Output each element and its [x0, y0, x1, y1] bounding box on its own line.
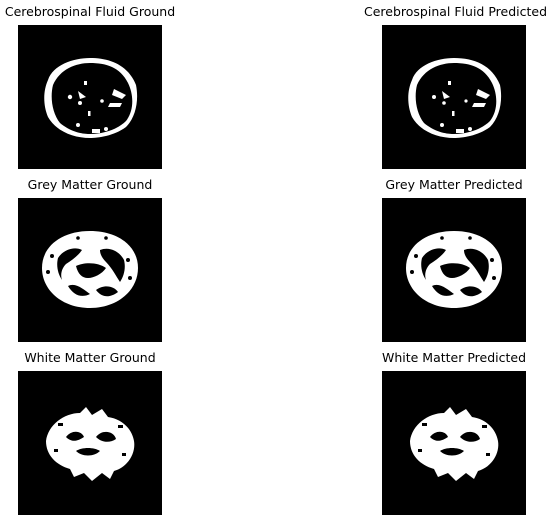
segmentation-image — [382, 371, 526, 515]
gm-mask-ground — [42, 231, 138, 308]
csf-mask-ground — [44, 58, 138, 138]
csf-mask-predicted — [408, 58, 502, 138]
panel-title: White Matter Ground — [24, 350, 156, 365]
wm-mask-predicted — [410, 407, 499, 481]
panel-title: White Matter Predicted — [381, 350, 527, 365]
panel-title: Cerebrospinal Fluid Ground — [4, 4, 176, 19]
segmentation-image — [382, 198, 526, 342]
wm-mask-ground — [46, 407, 135, 481]
panel-title: Grey Matter Predicted — [385, 177, 523, 192]
panel-title: Grey Matter Ground — [27, 177, 153, 192]
segmentation-image — [382, 25, 526, 169]
panel-title: Cerebrospinal Fluid Predicted — [364, 4, 548, 19]
segmentation-image — [18, 198, 162, 342]
segmentation-image — [18, 25, 162, 169]
segmentation-image — [18, 371, 162, 515]
gm-mask-predicted — [406, 231, 502, 308]
